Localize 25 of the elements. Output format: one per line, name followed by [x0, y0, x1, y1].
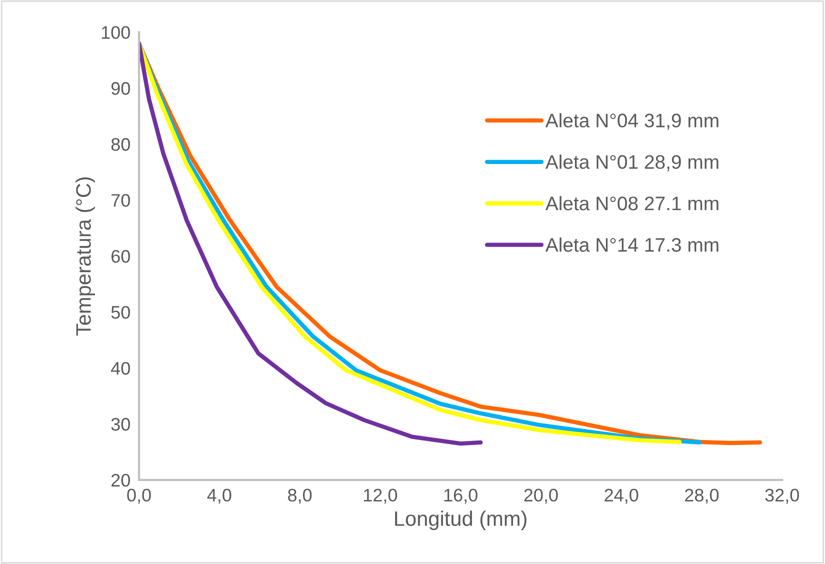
- x-tick-label: 12,0: [364, 488, 398, 504]
- x-tick-label: 0,0: [127, 488, 151, 504]
- y-tick-label: 100: [102, 26, 130, 39]
- legend-label: Aleta N°04 31,9 mm: [545, 113, 718, 130]
- y-tick-label: 60: [112, 250, 130, 263]
- x-tick-label: 24,0: [604, 488, 638, 504]
- legend-label: Aleta N°01 28,9 mm: [545, 154, 718, 172]
- x-tick-label: 8,0: [288, 488, 312, 504]
- line-series: [139, 41, 483, 446]
- x-tick-label: 32,0: [765, 488, 799, 504]
- y-tick-label: 80: [111, 138, 130, 151]
- x-tick-label: 16,0: [444, 488, 478, 504]
- y-tick-label: 70: [112, 194, 130, 207]
- y-tick-label: 90: [111, 82, 130, 95]
- y-tick-label: 20: [112, 474, 130, 487]
- legend-label: Aleta N°14 17.3 mm: [545, 238, 718, 252]
- y-tick-label: 30: [111, 418, 130, 431]
- x-tick-label: 28,0: [685, 488, 719, 504]
- x-axis-title: Longitud (mm): [395, 510, 526, 530]
- x-tick-label: 4,0: [207, 488, 232, 504]
- x-tick-label: 20,0: [524, 488, 558, 504]
- y-tick-label: 40: [111, 362, 130, 375]
- legend-label: Aleta N°08 27.1 mm: [545, 196, 718, 210]
- y-axis-title: Temperatura (°C): [76, 177, 95, 336]
- y-tick-label: 50: [111, 306, 130, 319]
